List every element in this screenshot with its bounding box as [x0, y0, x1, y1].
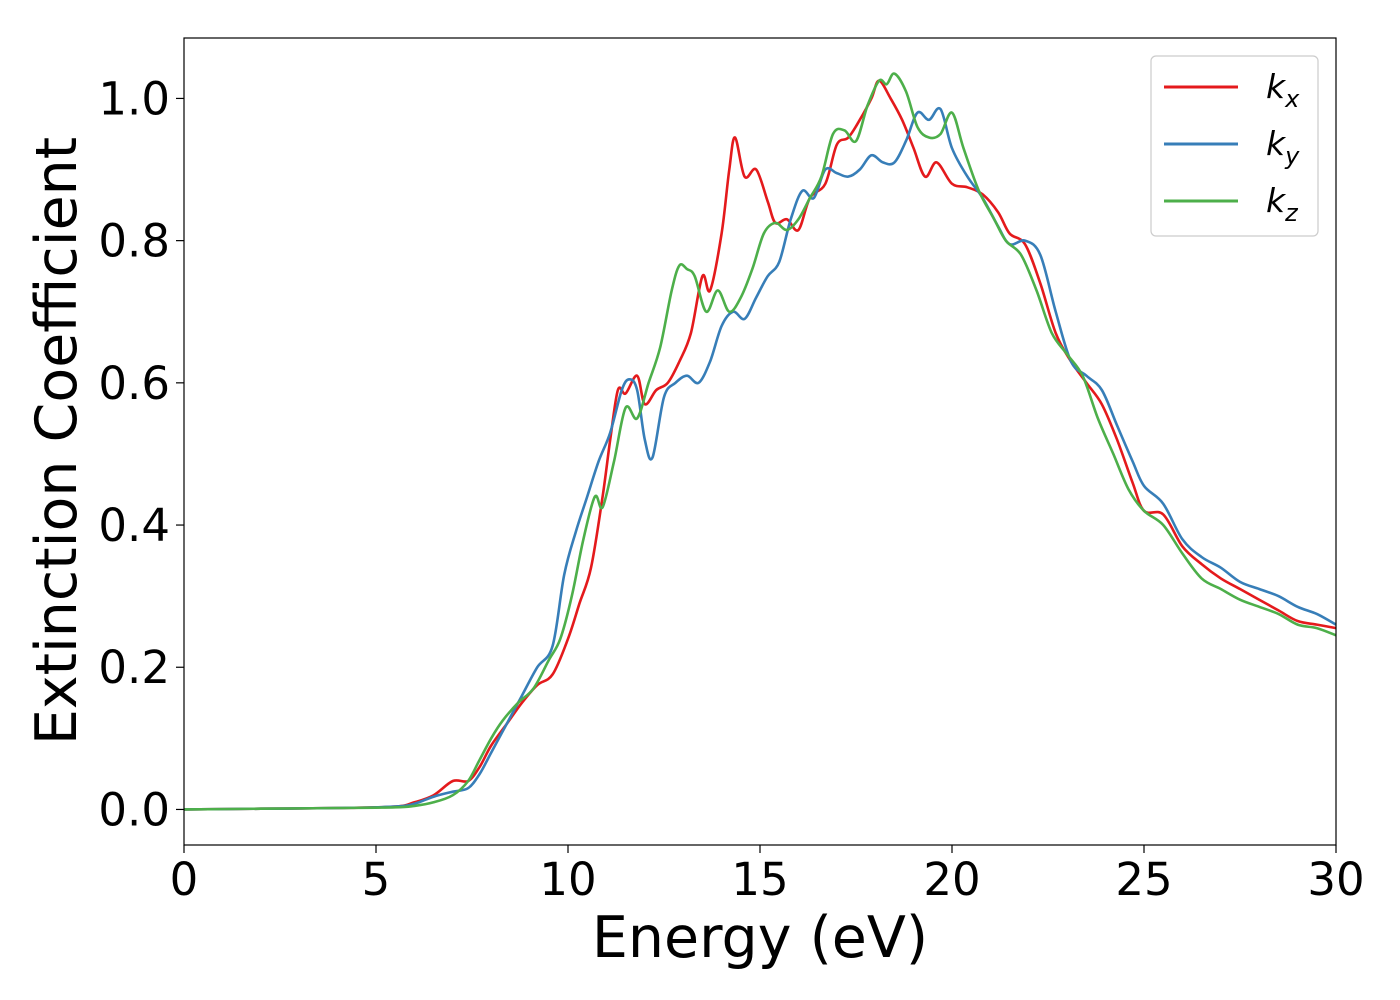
- x-tick-label: 5: [362, 853, 391, 906]
- x-axis: 0 5 10 15 20 25 30: [170, 845, 1365, 906]
- y-tick-label: 0.4: [98, 499, 170, 552]
- y-axis-label: Extinction Coefficient: [24, 137, 90, 745]
- x-tick-label: 20: [923, 853, 980, 906]
- y-tick-label: 0.2: [98, 641, 170, 694]
- x-tick-label: 25: [1115, 853, 1172, 906]
- legend-label-kx: kx: [1266, 67, 1300, 113]
- legend-box: [1150, 55, 1319, 237]
- series-line-kz: [183, 72, 1337, 811]
- series-layer: [183, 72, 1337, 811]
- legend: kx ky kz: [1150, 55, 1319, 237]
- y-tick-label: 1.0: [98, 72, 170, 125]
- series-line-ky: [183, 106, 1337, 811]
- x-tick-label: 10: [539, 853, 596, 906]
- y-tick-label: 0.8: [98, 215, 170, 268]
- legend-label-ky: ky: [1266, 124, 1300, 170]
- x-tick-label: 0: [170, 853, 199, 906]
- y-axis: 0.0 0.2 0.4 0.6 0.8 1.0: [98, 72, 184, 836]
- x-tick-label: 30: [1307, 853, 1364, 906]
- y-tick-label: 0.0: [98, 783, 170, 836]
- legend-label-kz: kz: [1266, 181, 1299, 227]
- y-tick-label: 0.6: [98, 357, 170, 410]
- x-tick-label: 15: [731, 853, 788, 906]
- x-axis-label: Energy (eV): [592, 905, 928, 971]
